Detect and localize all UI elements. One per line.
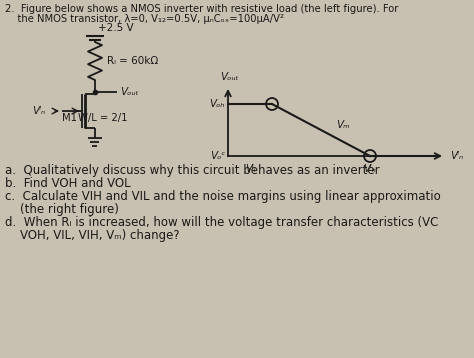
Text: 2.  Figure below shows a NMOS inverter with resistive load (the left figure). Fo: 2. Figure below shows a NMOS inverter wi… — [5, 4, 398, 14]
Text: Vᴵₗ: Vᴵₗ — [245, 164, 255, 174]
Text: a.  Qualitatively discuss why this circuit behaves as an inverter: a. Qualitatively discuss why this circui… — [5, 164, 380, 177]
Text: Vₒᵤₜ: Vₒᵤₜ — [221, 72, 239, 82]
Text: c.  Calculate VIH and VIL and the noise margins using linear approximatio: c. Calculate VIH and VIL and the noise m… — [5, 190, 441, 203]
Text: the NMOS transistor, λ=0, V₁₂=0.5V, μₙCₒₓ=100μA/V²: the NMOS transistor, λ=0, V₁₂=0.5V, μₙCₒ… — [5, 14, 284, 24]
Text: Rₗ = 60kΩ: Rₗ = 60kΩ — [107, 56, 158, 66]
Text: VOH, VIL, VIH, Vₘ) change?: VOH, VIL, VIH, Vₘ) change? — [5, 229, 180, 242]
Text: Vᴵₙ: Vᴵₙ — [32, 106, 45, 116]
Text: Vₒₕ: Vₒₕ — [210, 99, 225, 109]
Text: W/L = 2/1: W/L = 2/1 — [78, 113, 128, 123]
Text: Vₘ: Vₘ — [336, 120, 350, 130]
Text: Vₒᶜ: Vₒᶜ — [210, 151, 225, 161]
Text: Vᴵₙ: Vᴵₙ — [450, 151, 463, 161]
Text: b.  Find VOH and VOL: b. Find VOH and VOL — [5, 177, 131, 190]
Text: M1: M1 — [62, 113, 77, 123]
Text: (the right figure): (the right figure) — [5, 203, 119, 216]
Text: Vᴵₕ: Vᴵₕ — [364, 164, 376, 174]
Text: +2.5 V: +2.5 V — [98, 23, 134, 33]
Text: Vₒᵤₜ: Vₒᵤₜ — [120, 87, 138, 97]
Text: d.  When Rₗ is increased, how will the voltage transfer characteristics (VC: d. When Rₗ is increased, how will the vo… — [5, 216, 438, 229]
